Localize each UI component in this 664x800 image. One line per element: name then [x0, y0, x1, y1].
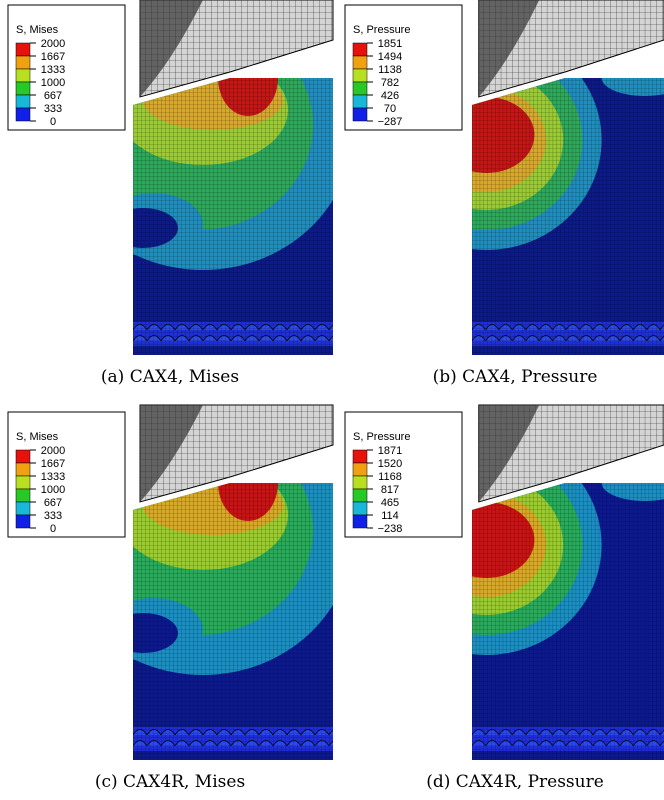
legend-label: 1000 [41, 484, 65, 496]
legend-label: 1871 [378, 445, 402, 457]
legend-title: S, Mises [16, 431, 59, 443]
legend-title: S, Pressure [353, 431, 410, 443]
legend-band [15, 462, 31, 477]
legend-band [352, 462, 368, 477]
legend-band [15, 94, 31, 109]
legend-band [352, 501, 368, 516]
legend-label: 817 [381, 484, 399, 496]
legend-band [352, 55, 368, 70]
legend-label: 426 [381, 90, 399, 102]
legend-band [352, 488, 368, 503]
contact-gap [471, 478, 566, 508]
legend-label: 1000 [41, 77, 65, 89]
contour-image [471, 404, 664, 760]
legend-label: 333 [44, 510, 62, 522]
legend-label: 667 [44, 497, 62, 509]
contour-image [132, 404, 334, 760]
legend-band [15, 475, 31, 490]
legend-band [352, 94, 368, 109]
body [472, 483, 664, 760]
contour-image [132, 0, 334, 355]
legend-title: S, Pressure [353, 24, 410, 36]
contact-gap [132, 478, 231, 508]
legend-label: −287 [378, 116, 403, 128]
legend-label: 1494 [378, 51, 402, 63]
indenter-dense [478, 405, 540, 502]
body [472, 78, 664, 355]
legend-band [15, 42, 31, 57]
legend-band [352, 68, 368, 83]
mesh [472, 78, 664, 355]
legend-band [15, 514, 31, 529]
legend-label: 2000 [41, 38, 65, 50]
legend-label: 1520 [378, 458, 402, 470]
legend-label: 1333 [41, 471, 65, 483]
legend-band [15, 81, 31, 96]
legend-band [352, 81, 368, 96]
legend-band [15, 68, 31, 83]
legend-label: 0 [50, 116, 56, 128]
legend-band [352, 449, 368, 464]
legend-label: 1333 [41, 64, 65, 76]
indenter-dense [140, 0, 203, 97]
contact-gap [132, 73, 231, 103]
legend-band [15, 449, 31, 464]
legend-label: 1851 [378, 38, 402, 50]
legend-label: 1667 [41, 458, 65, 470]
legend-label: 333 [44, 103, 62, 115]
legend-label: 465 [381, 497, 399, 509]
legend-title: S, Mises [16, 24, 59, 36]
legend-band [352, 475, 368, 490]
legend-label: 1168 [378, 471, 402, 483]
indenter-dense [478, 0, 540, 97]
legend-label: 1138 [378, 64, 402, 76]
legend-label: 782 [381, 77, 399, 89]
legend-label: 70 [384, 103, 396, 115]
caption: (b) CAX4, Pressure [433, 367, 598, 387]
legend-band [352, 514, 368, 529]
legend-band [15, 107, 31, 122]
legend-label: 0 [50, 523, 56, 535]
mesh [133, 78, 333, 355]
legend-band [15, 488, 31, 503]
caption: (c) CAX4R, Mises [95, 772, 245, 792]
mesh [472, 483, 664, 760]
legend-band [15, 501, 31, 516]
legend-band [15, 55, 31, 70]
legend-band [352, 107, 368, 122]
caption: (a) CAX4, Mises [101, 367, 239, 387]
legend-label: 114 [381, 510, 399, 522]
caption: (d) CAX4R, Pressure [426, 772, 604, 792]
legend-label: 667 [44, 90, 62, 102]
indenter-dense [140, 405, 203, 502]
legend-band [352, 42, 368, 57]
contour-image [471, 0, 664, 355]
body [133, 483, 333, 760]
legend-label: 2000 [41, 445, 65, 457]
mesh [133, 483, 333, 760]
legend-label: −238 [378, 523, 403, 535]
legend-label: 1667 [41, 51, 65, 63]
contact-gap [471, 73, 566, 103]
